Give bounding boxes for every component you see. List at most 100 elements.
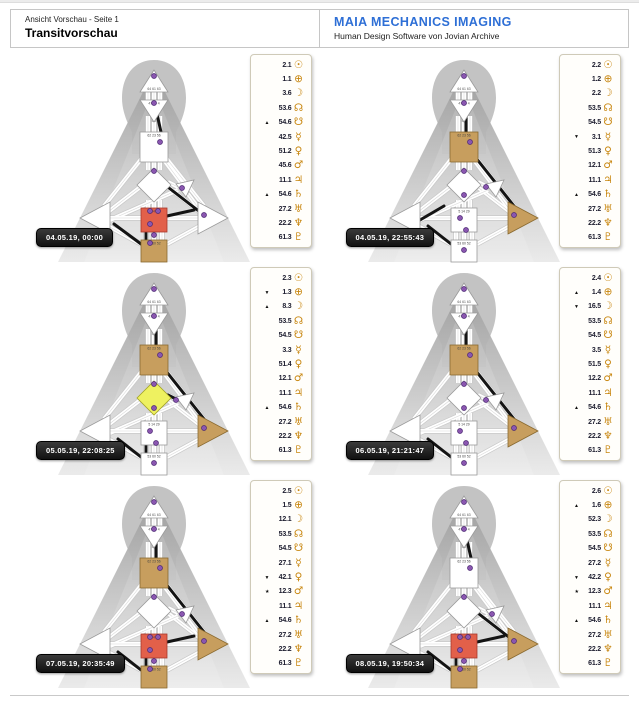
planet-row: 1.5 ⊕ — [251, 498, 311, 512]
gate-line-value: 61.3 — [278, 234, 292, 242]
uranus-icon: ♅ — [293, 202, 304, 215]
gate-line-value: 27.2 — [588, 631, 601, 639]
planet-row: 2.2 ☽ — [560, 87, 620, 101]
timestamp-badge: 07.05.19, 20:35:49 — [36, 654, 125, 673]
svg-text:62 23 56: 62 23 56 — [457, 560, 470, 564]
gate-line-value: 12.1 — [588, 162, 601, 170]
mercury-icon: ☿ — [604, 556, 612, 569]
planet-row: 22.2 ♆ — [251, 216, 311, 230]
fixing-marker: ▲ — [264, 303, 270, 310]
gate-line-value: 22.2 — [588, 645, 601, 653]
planet-row: 53.5 ☊ — [251, 314, 311, 328]
bodygraph: 64 61 63 47 24 4 62 23 56 5 14 29 53 60 … — [58, 60, 250, 263]
planet-row: ▲ 54.6 ♄ — [251, 614, 311, 628]
planet-row: 1.2 ⊕ — [560, 72, 620, 86]
planet-row: ★ 12.3 ♂ — [560, 585, 620, 599]
gate-line-value: 54.5 — [588, 332, 601, 340]
planet-row: 53.5 ☊ — [560, 314, 620, 328]
gate-line-value: 2.5 — [282, 487, 292, 495]
root-center — [140, 239, 168, 263]
planet-row: 53.5 ☊ — [560, 527, 620, 541]
planet-row: 2.3 ☉ — [251, 271, 311, 285]
svg-text:5 14 29: 5 14 29 — [458, 636, 469, 640]
planet-row: 53.5 ☊ — [560, 101, 620, 115]
planet-row: 61.3 ♇ — [560, 231, 620, 245]
report-header: Ansicht Vorschau - Seite 1 Transitvorsch… — [10, 9, 629, 48]
planet-row: ▲ 54.6 ♄ — [560, 614, 620, 628]
planet-row: 27.2 ♅ — [560, 415, 620, 429]
gate-line-value: 11.1 — [279, 176, 292, 184]
venus-icon: ♀ — [294, 145, 303, 158]
sun-icon: ☉ — [603, 58, 613, 71]
planet-row: 61.3 ♇ — [251, 657, 311, 671]
transit-chart-panel: 64 61 63 47 24 4 62 23 56 5 14 29 53 60 … — [320, 265, 630, 478]
gate-line-value: 53.6 — [278, 104, 292, 112]
fixing-marker: ▲ — [574, 617, 579, 624]
gate-line-value: 2.3 — [282, 274, 292, 282]
gate-line-value: 11.1 — [279, 602, 292, 610]
throat-center — [139, 344, 169, 376]
jupiter-icon: ♃ — [293, 173, 304, 186]
neptune-icon: ♆ — [603, 216, 613, 229]
gate-line-value: 27.1 — [278, 559, 292, 567]
g-center — [445, 167, 482, 203]
planet-table: 2.1 ☉ 1.1 ⊕ 3.6 ☽ 53.6 ☊ ▲ 54.6 ☋ 42.5 ☿ 51.2 ♀ 45.6 ♂ 11… — [249, 54, 312, 249]
north-node-icon: ☊ — [293, 527, 304, 540]
throat-center — [139, 131, 169, 163]
gate-line-value: 2.4 — [591, 274, 601, 282]
gate-line-value: 54.6 — [278, 617, 292, 625]
saturn-icon: ♄ — [603, 401, 613, 414]
spleen-center — [388, 627, 420, 661]
gate-line-value: 12.1 — [278, 516, 292, 524]
planet-row: 51.2 ♀ — [251, 144, 311, 158]
venus-icon: ♀ — [604, 145, 612, 158]
sun-icon: ☉ — [603, 484, 613, 497]
planet-row: 52.3 ☽ — [560, 513, 620, 527]
gate-line-value: 1.4 — [591, 289, 601, 297]
root-center — [140, 665, 168, 689]
fixing-marker: ★ — [265, 588, 270, 595]
g-center — [136, 380, 172, 416]
throat-center — [449, 557, 478, 589]
fixing-marker: ▼ — [574, 303, 579, 310]
uranus-icon: ♅ — [603, 415, 613, 428]
sun-icon: ☉ — [603, 271, 613, 284]
mars-icon: ♂ — [603, 585, 613, 598]
pluto-icon: ♇ — [293, 657, 304, 670]
south-node-icon: ☋ — [293, 542, 304, 555]
planet-row: 22.2 ♆ — [560, 216, 620, 230]
planet-row: 3.6 ☽ — [251, 87, 311, 101]
gate-line-value: 27.2 — [278, 418, 292, 426]
planet-row: 11.1 ♃ — [560, 599, 620, 613]
fixing-marker: ▲ — [264, 191, 270, 198]
planet-table: 2.4 ☉ ▲ 1.4 ⊕ ▼ 16.5 ☽ 53.5 ☊ 54.5 ☋ 3.5 ☿ 51.5 ♀ 12.2 ♂ 1… — [559, 267, 621, 462]
gate-line-value: 54.5 — [588, 545, 601, 553]
pluto-icon: ♇ — [603, 444, 613, 457]
transit-chart-panel: 64 61 63 47 24 4 62 23 56 5 14 29 53 60 … — [320, 52, 630, 265]
neptune-icon: ♆ — [603, 642, 613, 655]
root-center — [450, 665, 477, 689]
pluto-icon: ♇ — [603, 231, 613, 244]
sacral-center — [140, 207, 168, 233]
gate-line-value: 54.6 — [278, 119, 292, 127]
mercury-icon: ☿ — [295, 556, 302, 569]
gate-line-value: 27.2 — [588, 205, 601, 213]
saturn-icon: ♄ — [603, 614, 613, 627]
transit-charts-grid: 64 61 63 47 24 4 62 23 56 5 14 29 53 60 … — [10, 52, 629, 691]
planet-row: 27.2 ♅ — [560, 628, 620, 642]
jupiter-icon: ♃ — [603, 599, 613, 612]
gate-line-value: 53.5 — [588, 317, 601, 325]
gate-line-value: 22.2 — [588, 219, 601, 227]
saturn-icon: ♄ — [293, 401, 304, 414]
sacral-center — [140, 420, 168, 446]
solar-plexus-center — [507, 201, 539, 235]
gate-line-value: 54.6 — [588, 617, 601, 625]
spleen-center — [79, 414, 111, 448]
svg-text:53 60 52: 53 60 52 — [457, 242, 470, 246]
gate-line-value: 27.2 — [278, 631, 292, 639]
gate-line-value: 51.2 — [278, 148, 292, 156]
planet-row: 54.5 ☋ — [251, 329, 311, 343]
gate-line-value: 11.1 — [279, 389, 292, 397]
gate-line-value: 54.6 — [278, 404, 292, 412]
g-center — [136, 593, 172, 629]
